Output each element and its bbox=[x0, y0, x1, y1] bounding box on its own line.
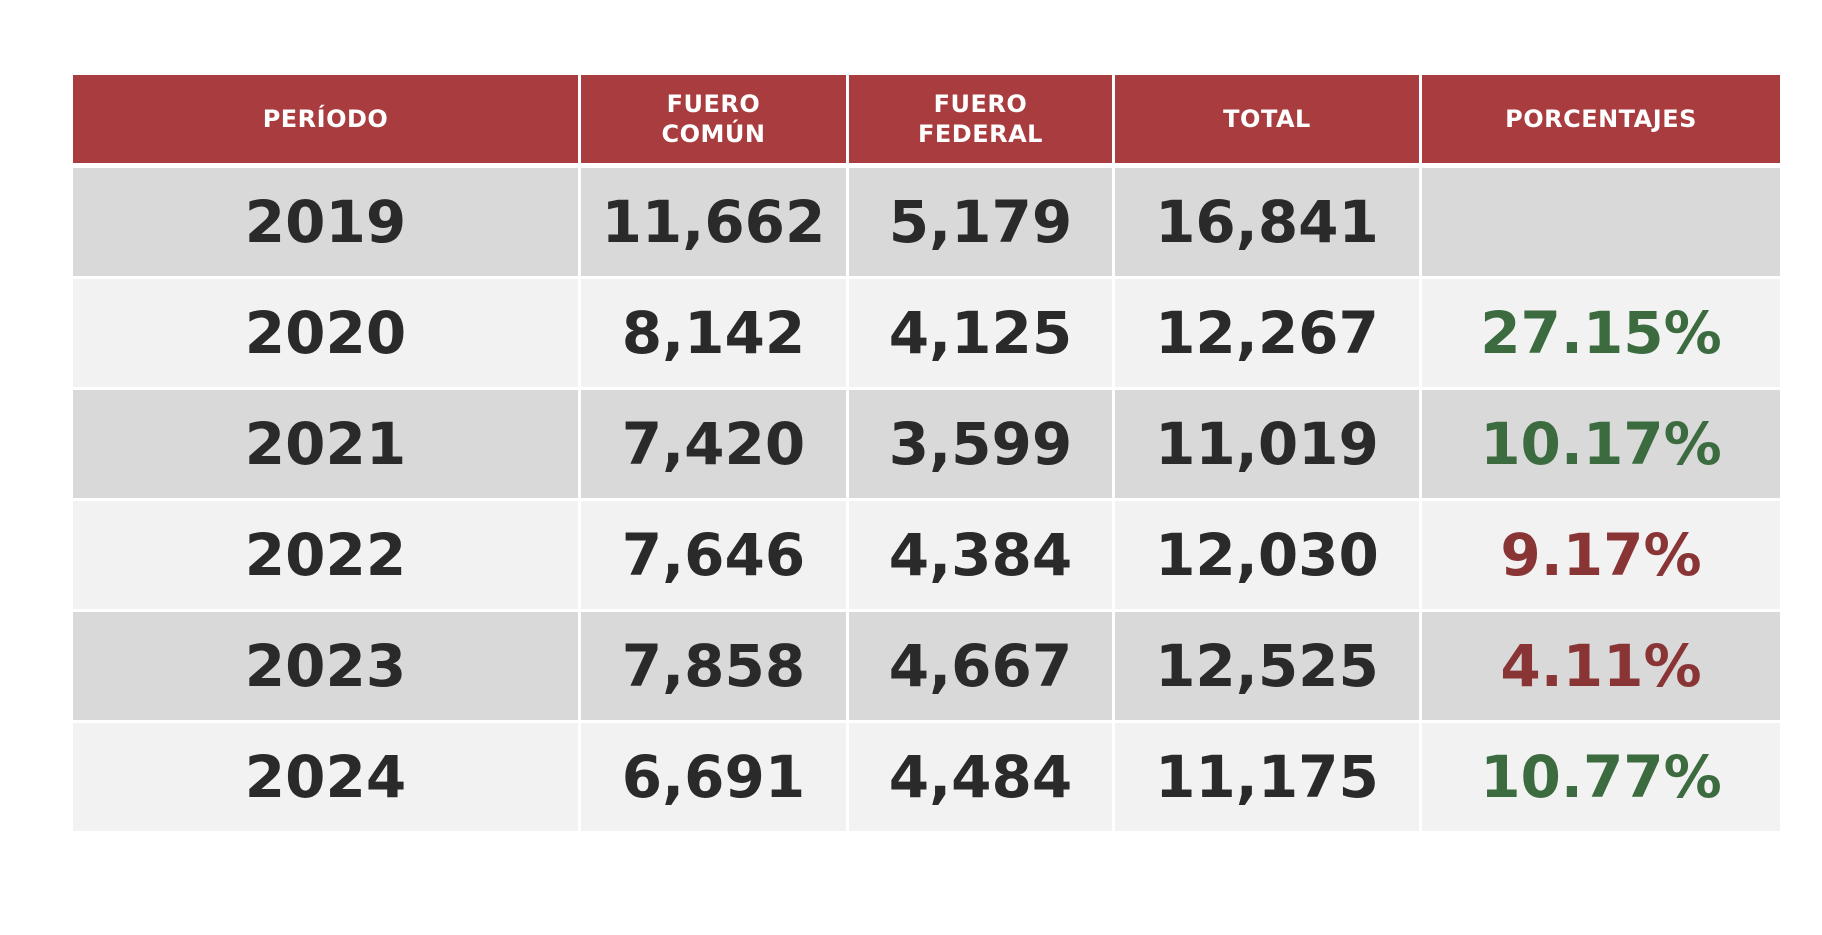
cell-periodo: 2020 bbox=[73, 279, 581, 390]
table-row: 2021 7,420 3,599 11,019 10.17% bbox=[73, 390, 1780, 501]
cell-total: 16,841 bbox=[1115, 168, 1422, 279]
table-header: PERÍODO FUERO COMÚN FUERO FEDERAL TOTAL PO… bbox=[73, 75, 1780, 168]
cell-fuero-comun: 11,662 bbox=[581, 168, 849, 279]
header-fuero-federal-line1: FUERO bbox=[933, 90, 1028, 118]
cell-periodo: 2021 bbox=[73, 390, 581, 501]
cell-porcentaje bbox=[1422, 168, 1780, 279]
header-fuero-comun-line1: FUERO bbox=[666, 90, 761, 118]
table-row: 2024 6,691 4,484 11,175 10.77% bbox=[73, 723, 1780, 834]
table-body: 2019 11,662 5,179 16,841 2020 8,142 4,12… bbox=[73, 168, 1780, 834]
header-fuero-comun: FUERO COMÚN bbox=[581, 75, 849, 168]
cell-fuero-federal: 4,125 bbox=[849, 279, 1115, 390]
header-fuero-federal-line2: FEDERAL bbox=[918, 120, 1043, 148]
cell-fuero-federal: 4,484 bbox=[849, 723, 1115, 834]
cell-total: 12,030 bbox=[1115, 501, 1422, 612]
cell-periodo: 2019 bbox=[73, 168, 581, 279]
cell-total: 12,267 bbox=[1115, 279, 1422, 390]
cell-fuero-comun: 7,646 bbox=[581, 501, 849, 612]
cell-porcentaje: 10.17% bbox=[1422, 390, 1780, 501]
table-row: 2023 7,858 4,667 12,525 4.11% bbox=[73, 612, 1780, 723]
table-row: 2022 7,646 4,384 12,030 9.17% bbox=[73, 501, 1780, 612]
cell-periodo: 2023 bbox=[73, 612, 581, 723]
cell-periodo: 2022 bbox=[73, 501, 581, 612]
header-porcentajes-label: PORCENTAJES bbox=[1505, 105, 1697, 133]
header-total-label: TOTAL bbox=[1223, 105, 1311, 133]
cell-porcentaje: 10.77% bbox=[1422, 723, 1780, 834]
header-porcentajes: PORCENTAJES bbox=[1422, 75, 1780, 168]
cell-porcentaje: 4.11% bbox=[1422, 612, 1780, 723]
cell-periodo: 2024 bbox=[73, 723, 581, 834]
header-periodo: PERÍODO bbox=[73, 75, 581, 168]
cell-porcentaje: 9.17% bbox=[1422, 501, 1780, 612]
table-row: 2020 8,142 4,125 12,267 27.15% bbox=[73, 279, 1780, 390]
header-row: PERÍODO FUERO COMÚN FUERO FEDERAL TOTAL PO… bbox=[73, 75, 1780, 168]
cell-fuero-comun: 7,420 bbox=[581, 390, 849, 501]
cell-fuero-comun: 7,858 bbox=[581, 612, 849, 723]
cell-fuero-federal: 4,667 bbox=[849, 612, 1115, 723]
cell-fuero-federal: 5,179 bbox=[849, 168, 1115, 279]
cell-porcentaje: 27.15% bbox=[1422, 279, 1780, 390]
cell-fuero-comun: 8,142 bbox=[581, 279, 849, 390]
cell-total: 11,175 bbox=[1115, 723, 1422, 834]
cell-fuero-federal: 3,599 bbox=[849, 390, 1115, 501]
header-total: TOTAL bbox=[1115, 75, 1422, 168]
data-table: PERÍODO FUERO COMÚN FUERO FEDERAL TOTAL PO… bbox=[73, 75, 1780, 834]
cell-total: 12,525 bbox=[1115, 612, 1422, 723]
cell-fuero-comun: 6,691 bbox=[581, 723, 849, 834]
cell-total: 11,019 bbox=[1115, 390, 1422, 501]
table-row: 2019 11,662 5,179 16,841 bbox=[73, 168, 1780, 279]
header-periodo-label: PERÍODO bbox=[262, 105, 389, 133]
header-fuero-federal: FUERO FEDERAL bbox=[849, 75, 1115, 168]
header-fuero-comun-line2: COMÚN bbox=[661, 120, 766, 148]
cell-fuero-federal: 4,384 bbox=[849, 501, 1115, 612]
